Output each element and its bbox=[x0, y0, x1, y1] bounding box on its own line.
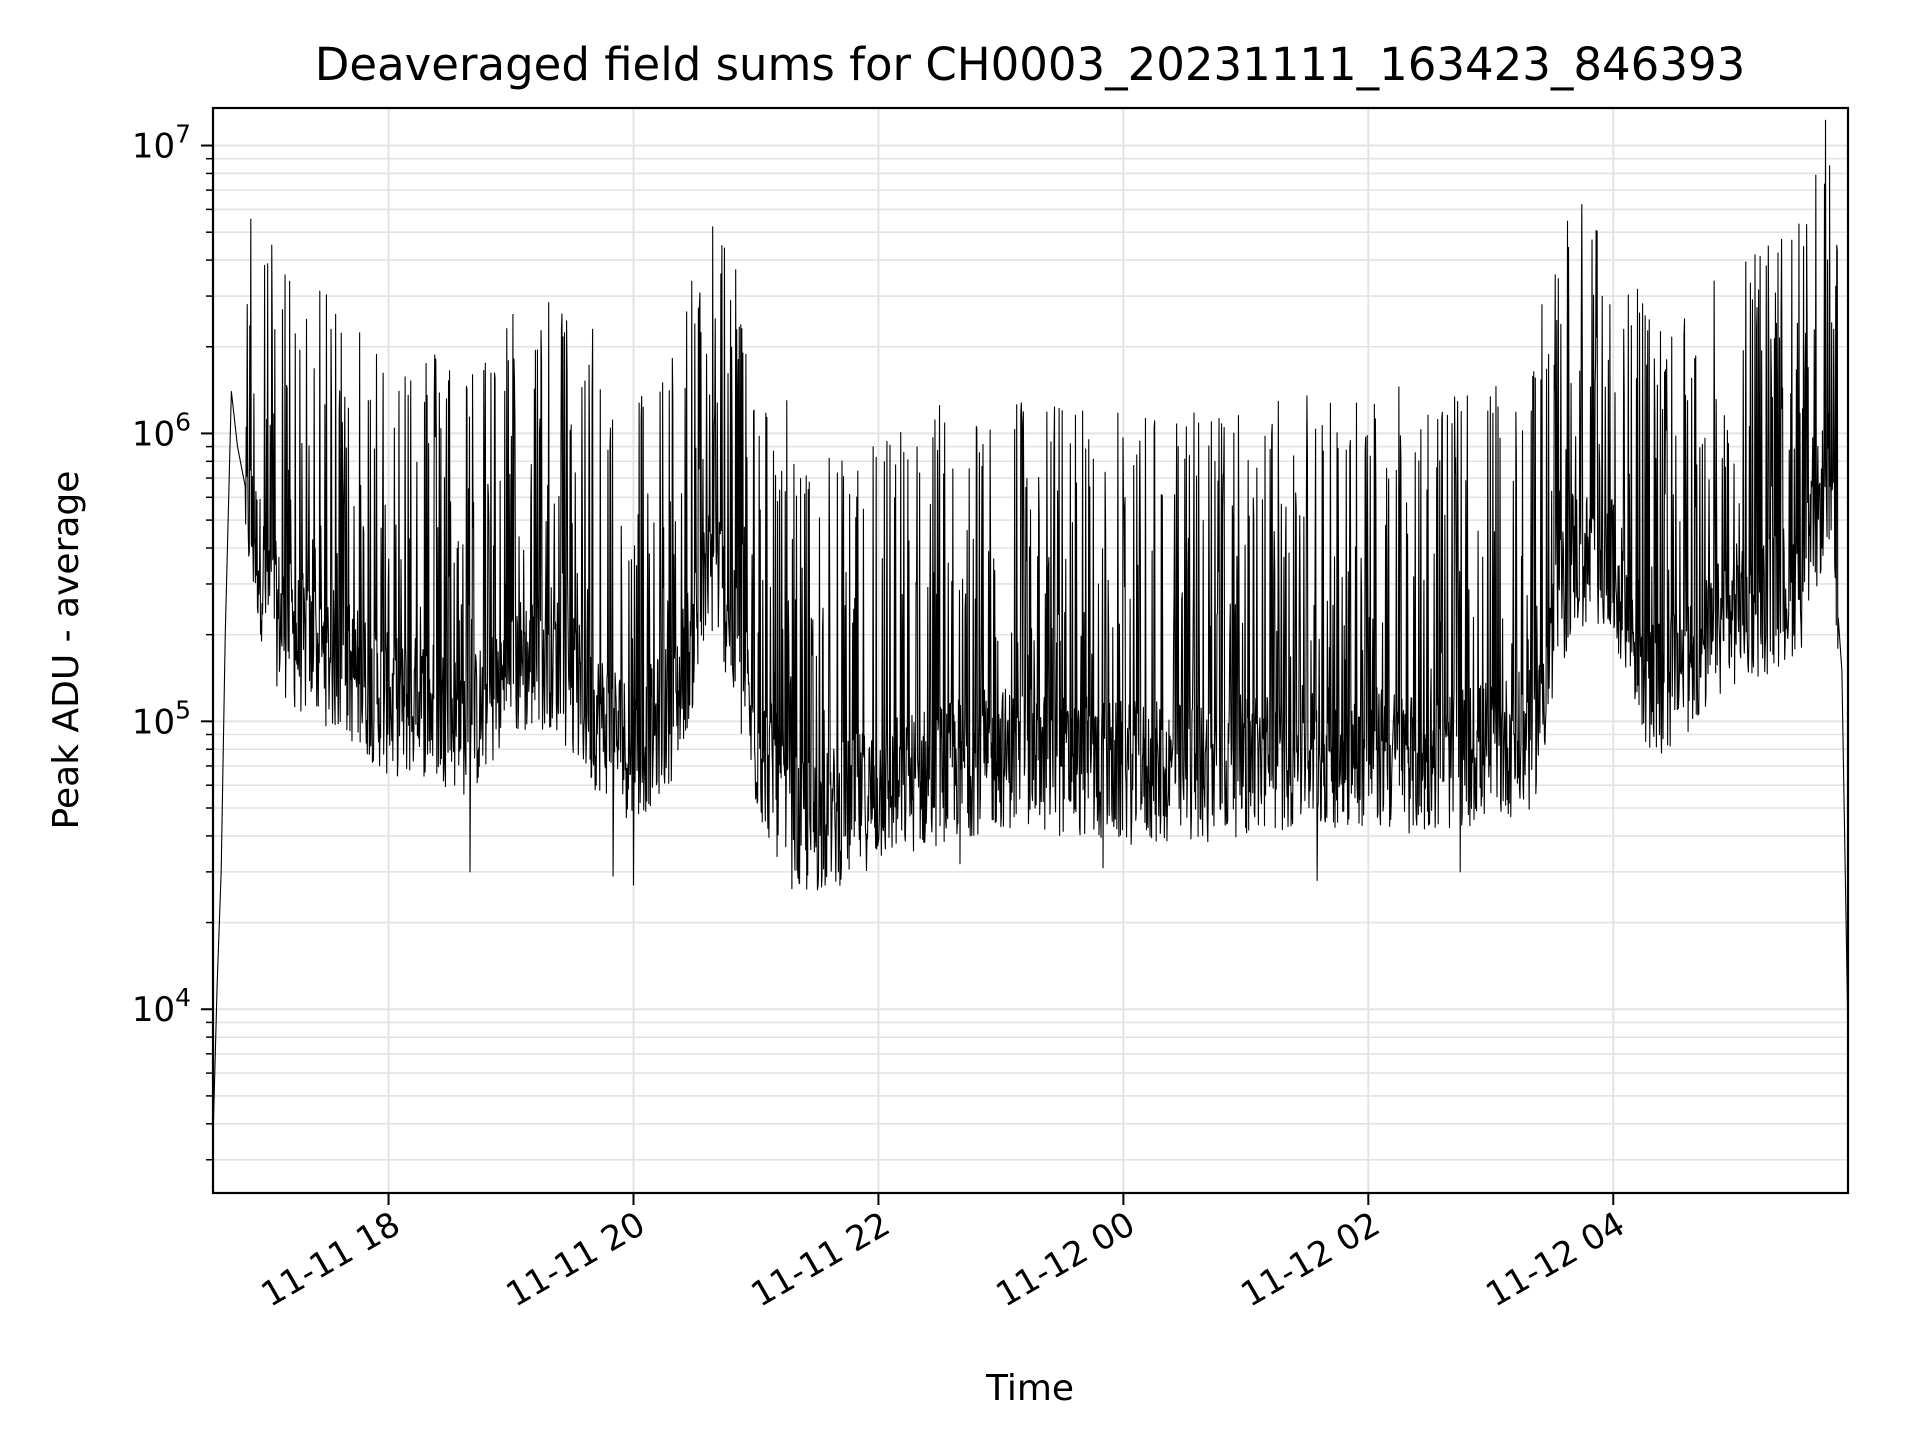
y-axis: 104 105 106 107 bbox=[132, 120, 213, 1161]
plot-frame bbox=[211, 106, 1850, 1195]
chart-title: Deaveraged field sums for CH0003_2023111… bbox=[315, 38, 1745, 91]
y-tick-label: 105 bbox=[132, 695, 191, 742]
y-tick-label: 106 bbox=[132, 407, 191, 454]
x-axis-title: Time bbox=[985, 1368, 1074, 1409]
y-tick-label: 107 bbox=[132, 120, 191, 167]
y-axis-title: Peak ADU - average bbox=[46, 471, 87, 830]
series-line bbox=[212, 119, 1849, 1141]
data-line bbox=[212, 119, 1849, 1141]
y-tick-label: 104 bbox=[132, 983, 191, 1030]
